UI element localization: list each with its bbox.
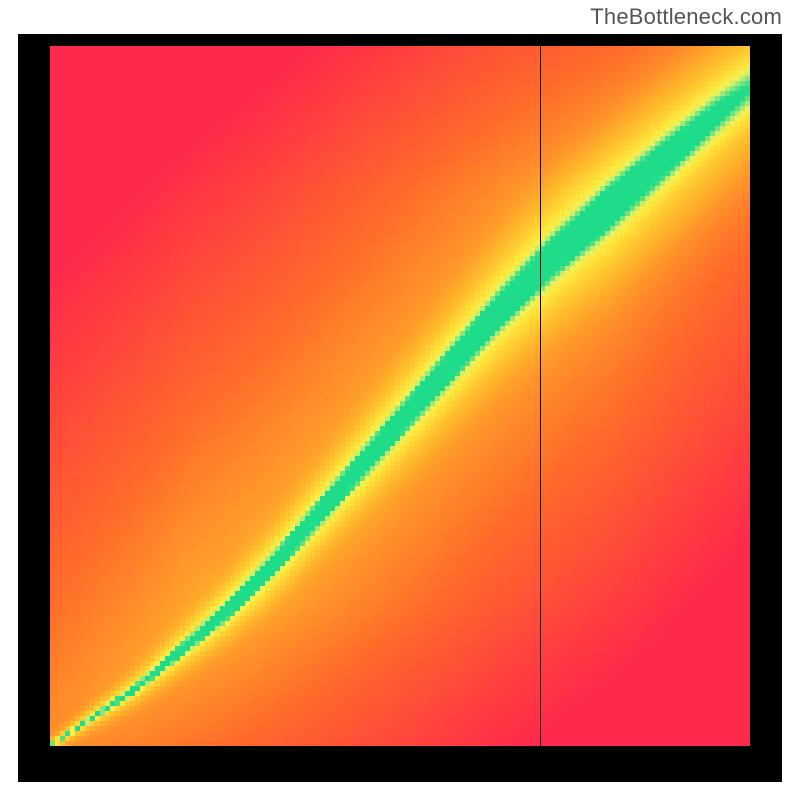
bottleneck-heatmap: [50, 46, 750, 746]
crosshair-marker: [536, 750, 544, 758]
crosshair-vertical: [540, 46, 541, 754]
crosshair-horizontal: [50, 754, 770, 755]
watermark-text: TheBottleneck.com: [590, 4, 782, 30]
root: TheBottleneck.com: [0, 0, 800, 800]
chart-frame: [18, 34, 782, 782]
